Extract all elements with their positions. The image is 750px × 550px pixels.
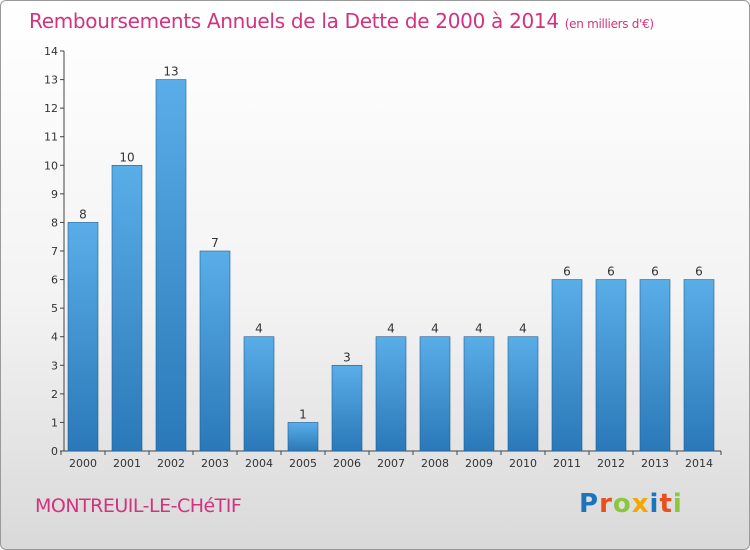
y-tick-label: 4 (51, 331, 58, 344)
bar-value-label: 4 (255, 322, 263, 336)
bar (551, 279, 583, 452)
y-tick-label: 13 (44, 74, 58, 87)
bar-value-label: 4 (475, 322, 483, 336)
y-tick-label: 10 (44, 159, 58, 172)
logo-letter: i (649, 489, 660, 519)
x-tick-label: 2006 (333, 457, 361, 470)
bar-value-label: 6 (695, 265, 703, 279)
x-tick-label: 2002 (157, 457, 185, 470)
x-tick-label: 2008 (421, 457, 449, 470)
bar-value-label: 7 (211, 236, 219, 250)
bar (639, 279, 671, 452)
bar (595, 279, 627, 452)
bar (243, 336, 275, 452)
bar-value-label: 10 (119, 150, 134, 164)
bar (507, 336, 539, 452)
x-tick-label: 2011 (553, 457, 581, 470)
y-tick-label: 2 (51, 388, 58, 401)
y-tick-label: 3 (51, 359, 58, 372)
chart-title: Remboursements Annuels de la Dette de 20… (29, 9, 654, 33)
bar (67, 222, 99, 452)
logo-letter: x (631, 489, 650, 519)
bar (331, 364, 363, 452)
logo-letter: r (599, 489, 613, 519)
y-tick-label: 0 (51, 445, 58, 458)
x-tick-label: 2012 (597, 457, 625, 470)
bar-value-label: 4 (519, 322, 527, 336)
bar-value-label: 8 (79, 207, 87, 221)
bar (155, 79, 187, 452)
x-tick-label: 2013 (641, 457, 669, 470)
y-tick-label: 1 (51, 416, 58, 429)
y-tick-label: 6 (51, 274, 58, 287)
bar-value-label: 6 (607, 265, 615, 279)
bar (463, 336, 495, 452)
chart-unit: (en milliers d'€) (564, 17, 654, 31)
bar-value-label: 4 (431, 322, 439, 336)
x-tick-label: 2005 (289, 457, 317, 470)
y-tick-label: 5 (51, 302, 58, 315)
logo-letter: P (579, 489, 600, 519)
logo-letter: i (672, 489, 683, 519)
bar-value-label: 1 (299, 407, 307, 421)
bar (199, 250, 231, 452)
bar (111, 164, 143, 452)
x-tick-label: 2000 (69, 457, 97, 470)
x-tick-label: 2003 (201, 457, 229, 470)
y-tick-label: 7 (51, 245, 58, 258)
bar-value-label: 6 (563, 265, 571, 279)
commune-name: MONTREUIL-LE-CHéTIF (35, 495, 242, 517)
logo-letter: t (659, 489, 673, 519)
bar (419, 336, 451, 452)
y-tick-label: 9 (51, 188, 58, 201)
bar-value-label: 13 (163, 65, 178, 79)
y-tick-label: 12 (44, 102, 58, 115)
logo-letter: o (612, 489, 632, 519)
proxiti-logo[interactable]: Proxiti (579, 489, 683, 519)
y-tick-label: 11 (44, 131, 58, 144)
x-tick-label: 2001 (113, 457, 141, 470)
bar-value-label: 6 (651, 265, 659, 279)
x-tick-label: 2010 (509, 457, 537, 470)
bar-value-label: 3 (343, 350, 351, 364)
bar (375, 336, 407, 452)
x-tick-label: 2004 (245, 457, 273, 470)
bar (683, 279, 715, 452)
x-tick-label: 2007 (377, 457, 405, 470)
y-tick-label: 8 (51, 216, 58, 229)
bar-value-label: 4 (387, 322, 395, 336)
x-tick-label: 2014 (685, 457, 713, 470)
bar (287, 422, 319, 452)
x-tick-label: 2009 (465, 457, 493, 470)
y-tick-label: 14 (44, 45, 58, 58)
